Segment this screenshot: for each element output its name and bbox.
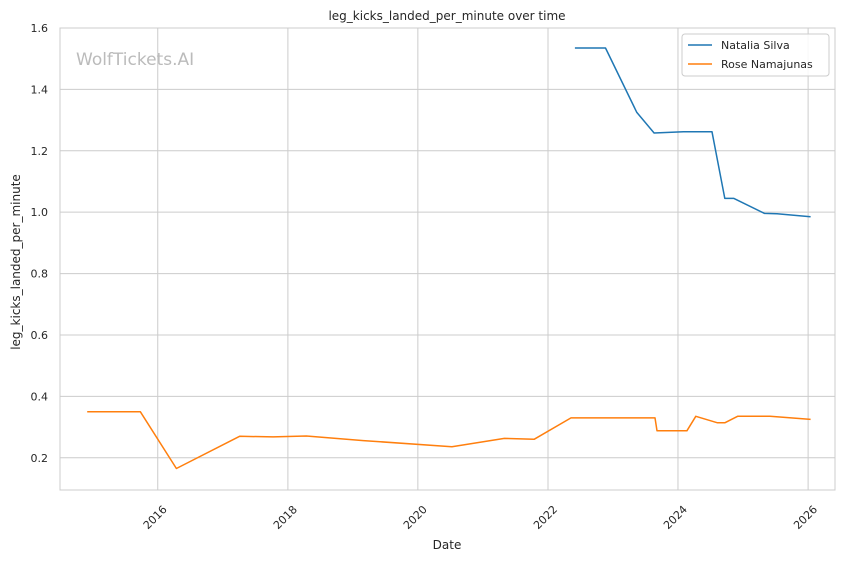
y-tick-label: 1.4 [31, 83, 49, 96]
y-tick-label: 1.6 [31, 22, 49, 35]
y-tick-label: 0.8 [31, 268, 49, 281]
y-tick-label: 1.2 [31, 145, 49, 158]
y-tick-label: 0.4 [31, 390, 49, 403]
x-axis-label: Date [433, 538, 462, 552]
series-line-natalia-silva [574, 47, 811, 218]
legend-label: Rose Namajunas [721, 58, 813, 71]
legend: Natalia Silva Rose Namajunas [681, 33, 830, 77]
watermark: WolfTickets.AI [76, 50, 194, 70]
y-axis-label: leg_kicks_landed_per_minute [9, 174, 23, 350]
y-axis-ticks: 0.2 0.4 0.6 0.8 1.0 1.2 1.4 1.6 [31, 22, 49, 465]
y-tick-label: 0.2 [31, 452, 49, 465]
y-tick-label: 0.6 [31, 329, 49, 342]
y-tick-label: 1.0 [31, 206, 49, 219]
series-line-rose-namajunas [87, 410, 811, 470]
legend-box [681, 33, 830, 77]
chart-title: leg_kicks_landed_per_minute over time [328, 9, 565, 23]
legend-label: Natalia Silva [721, 39, 790, 52]
plot-frame [59, 27, 836, 491]
series-layer [87, 47, 811, 470]
